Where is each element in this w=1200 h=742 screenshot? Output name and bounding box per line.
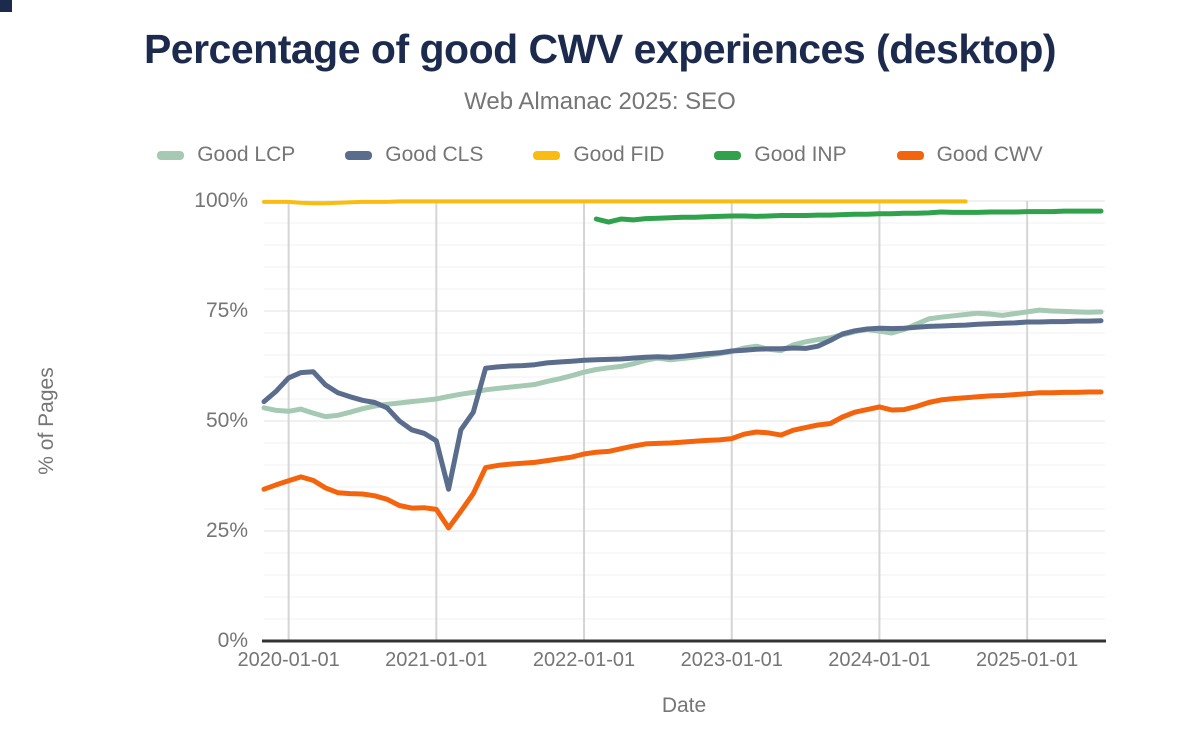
x-tick-label: 2023-01-01 <box>680 649 783 671</box>
y-tick-label: 100% <box>194 189 248 212</box>
good-fid-swatch-icon <box>533 150 561 160</box>
series-line-good-fid <box>262 199 968 206</box>
legend-item-good-lcp: Good LCP <box>157 143 295 167</box>
x-tick-label: 2025-01-01 <box>975 649 1079 671</box>
good-cls-swatch-icon <box>345 150 373 160</box>
legend-label: Good INP <box>754 143 847 166</box>
legend-item-good-inp: Good INP <box>714 143 847 167</box>
x-tick-label: 2020-01-01 <box>237 649 340 671</box>
legend-item-good-cwv: Good CWV <box>896 143 1043 167</box>
legend: Good LCP Good CLS Good FID Good INP Good… <box>0 143 1200 167</box>
series-line-good-cwv <box>261 389 1104 531</box>
legend-label: Good FID <box>573 143 665 166</box>
good-inp-swatch-icon <box>714 150 742 160</box>
y-tick-label: 75% <box>205 299 248 322</box>
legend-label: Good LCP <box>197 143 296 166</box>
series-line-good-inp <box>593 208 1104 225</box>
legend-label: Good CLS <box>385 143 484 166</box>
y-tick-label: 25% <box>205 519 248 542</box>
x-tick-label: 2024-01-01 <box>828 649 931 671</box>
corner-mark <box>0 0 12 12</box>
good-cwv-swatch-icon <box>896 150 924 160</box>
series-line-good-cls <box>261 318 1104 492</box>
chart-subtitle: Web Almanac 2025: SEO <box>464 88 736 115</box>
y-tick-label: 0% <box>217 629 248 652</box>
x-axis-title: Date <box>661 694 707 717</box>
y-tick-label: 50% <box>205 409 248 432</box>
legend-label: Good CWV <box>936 143 1043 166</box>
legend-item-good-cls: Good CLS <box>345 143 483 167</box>
x-tick-label: 2021-01-01 <box>385 649 488 671</box>
chart-title: Percentage of good CWV experiences (desk… <box>143 26 1057 72</box>
y-axis-title: % of Pages <box>35 367 58 475</box>
good-lcp-swatch-icon <box>157 150 185 160</box>
legend-item-good-fid: Good FID <box>533 143 664 167</box>
x-tick-label: 2022-01-01 <box>532 649 636 671</box>
